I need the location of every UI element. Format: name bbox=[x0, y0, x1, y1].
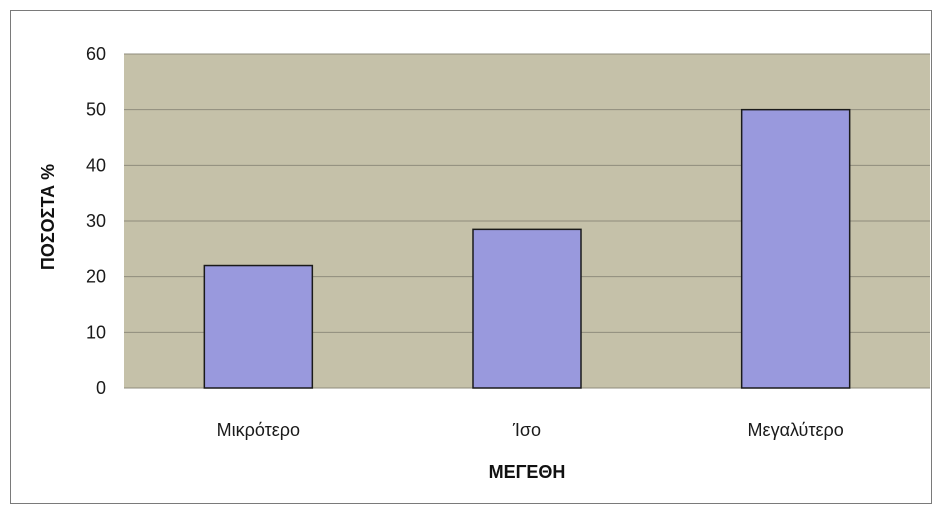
y-tick-label: 0 bbox=[96, 378, 106, 398]
x-category-labels: Μικρότερο Ίσο Μεγαλύτερο bbox=[217, 420, 844, 440]
bar bbox=[740, 108, 851, 389]
y-tick-label: 40 bbox=[86, 155, 106, 175]
y-tick-label: 50 bbox=[86, 100, 106, 120]
y-tick-label: 60 bbox=[86, 44, 106, 64]
y-tick-label: 10 bbox=[86, 322, 106, 342]
x-axis-title: ΜΕΓΕΘΗ bbox=[489, 462, 566, 482]
bars bbox=[203, 108, 851, 389]
x-category-label: Ίσο bbox=[512, 420, 541, 440]
bar bbox=[203, 264, 314, 389]
bar bbox=[472, 228, 582, 389]
y-tick-labels: 0 10 20 30 40 50 60 bbox=[86, 44, 106, 398]
y-tick-label: 30 bbox=[86, 211, 106, 231]
y-axis-title: ΠΟΣΟΣΤΑ % bbox=[38, 164, 58, 270]
x-category-label: Μικρότερο bbox=[217, 420, 300, 440]
y-tick-label: 20 bbox=[86, 267, 106, 287]
x-category-label: Μεγαλύτερο bbox=[748, 420, 844, 440]
